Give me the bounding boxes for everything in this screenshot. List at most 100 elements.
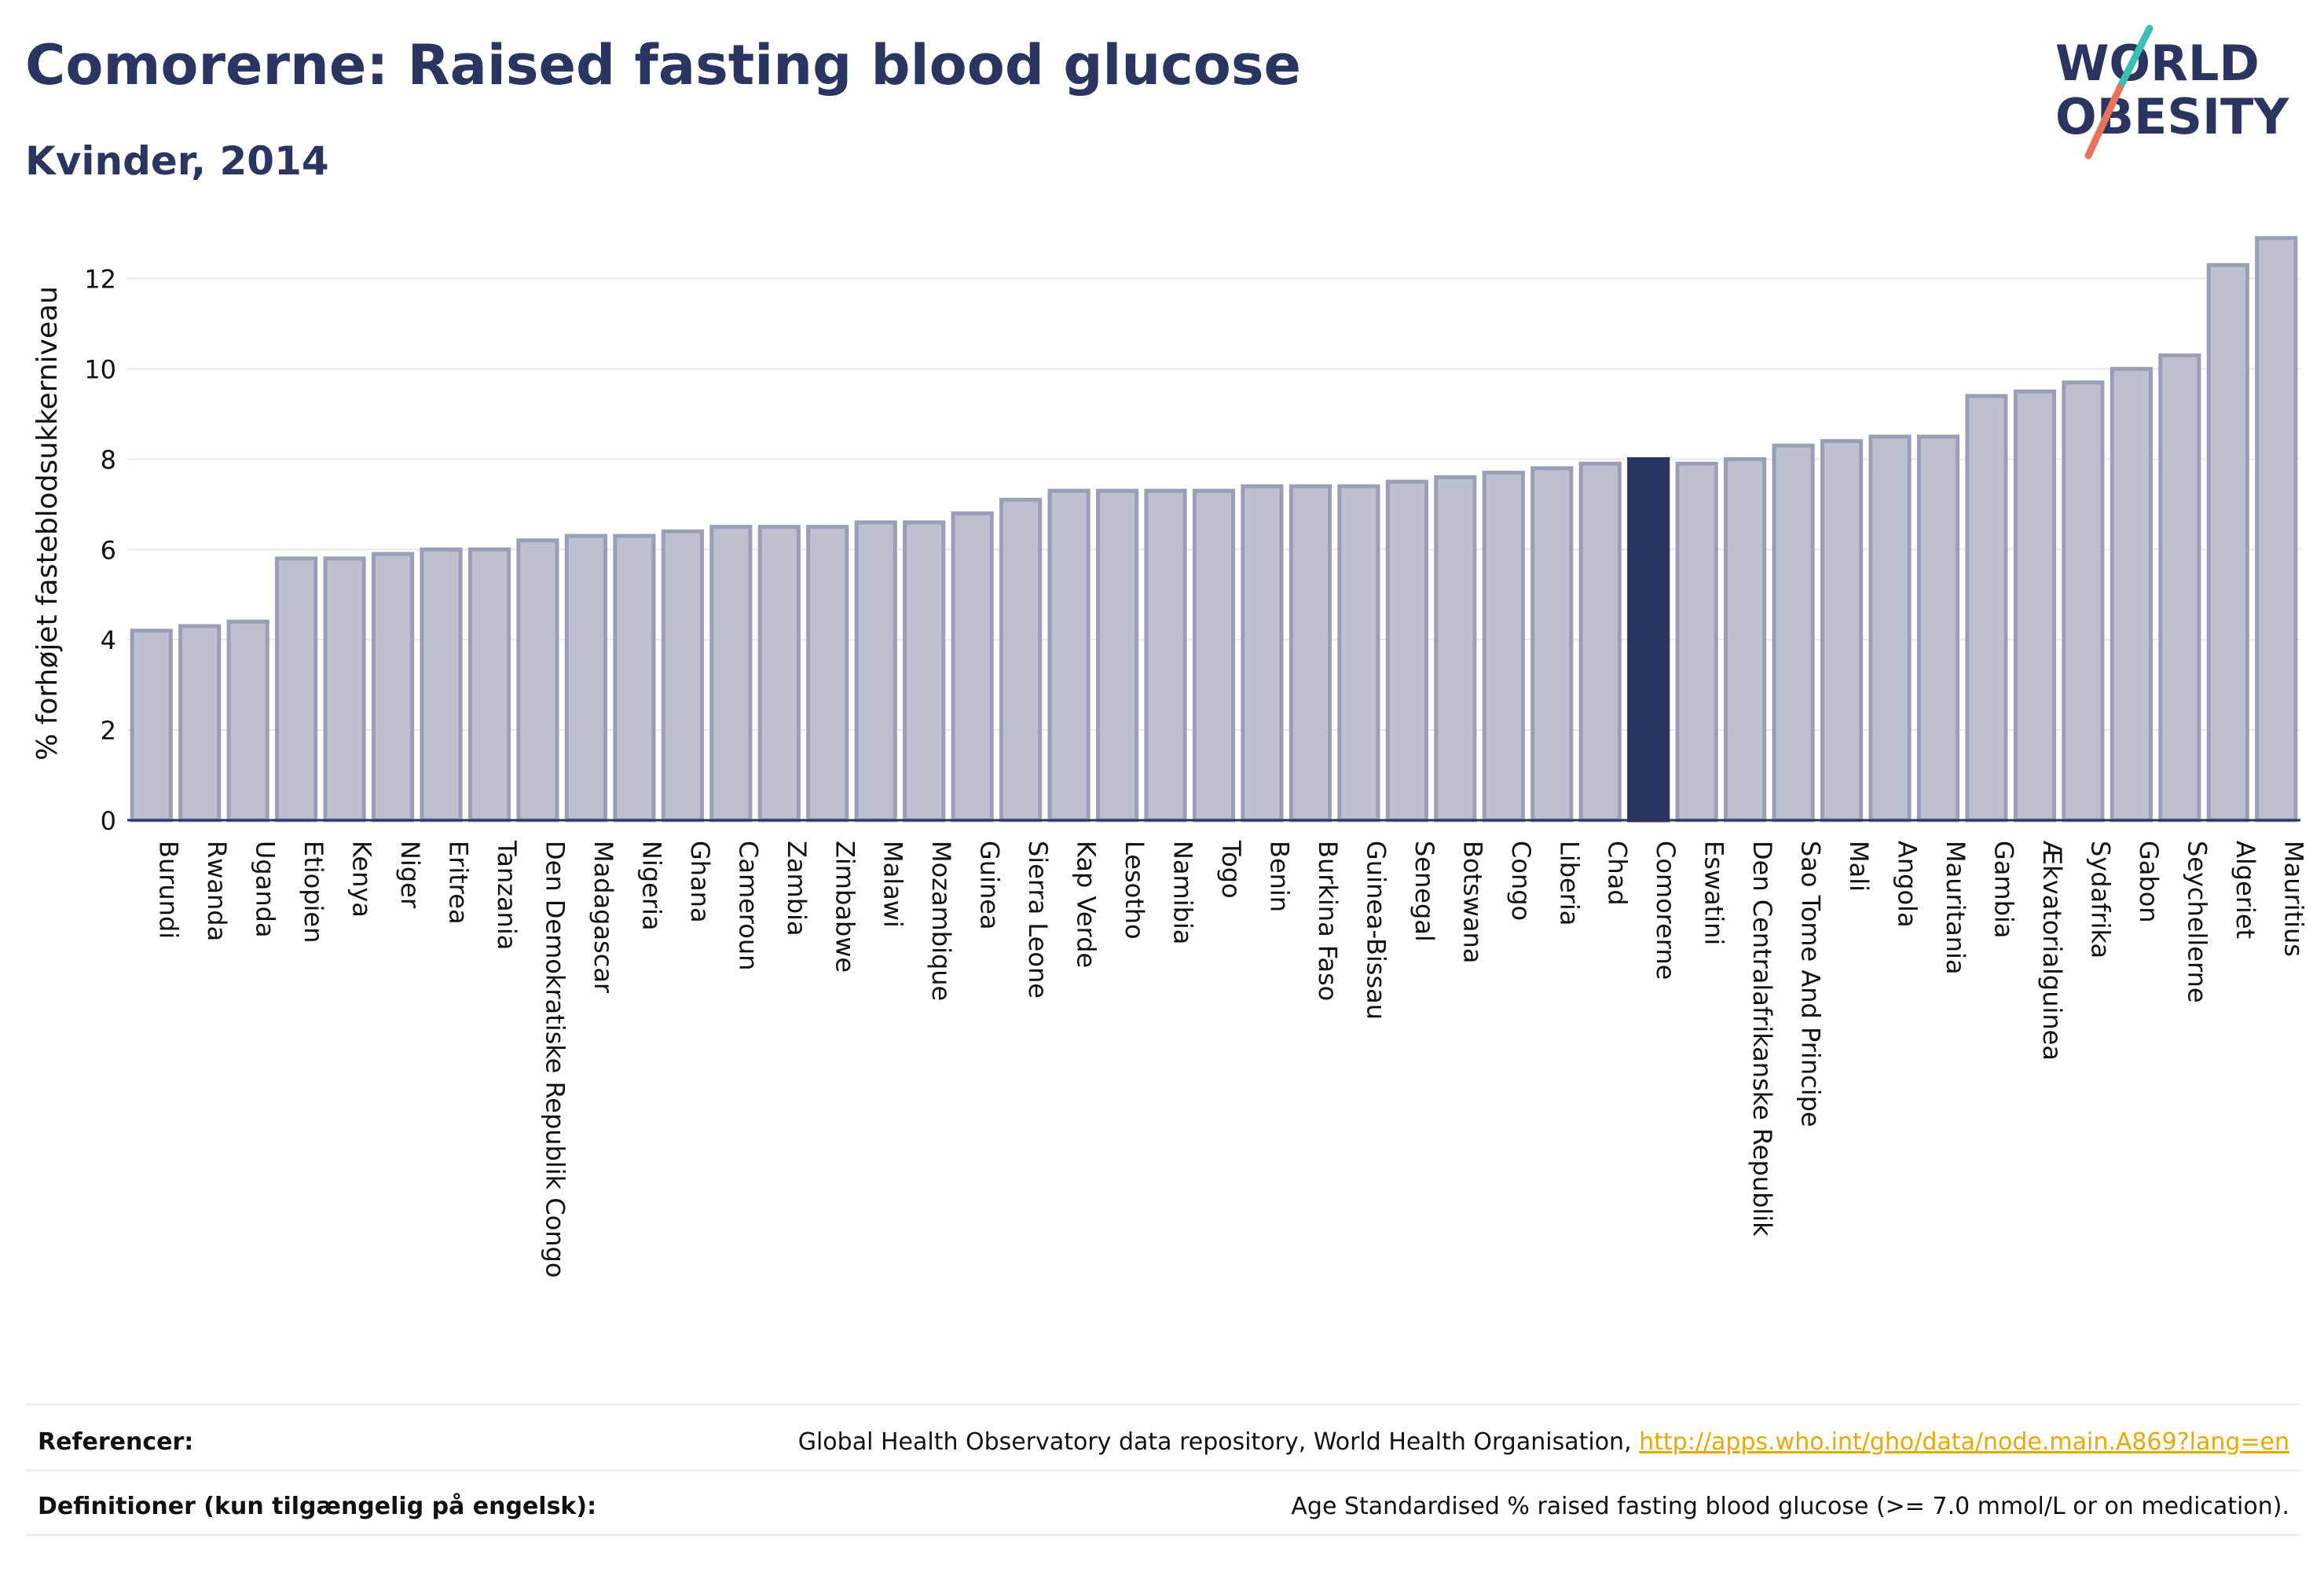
bar xyxy=(757,525,801,823)
x-tick-label: Madagascar xyxy=(588,841,618,994)
x-tick-label: Gabon xyxy=(2134,841,2164,923)
x-tick-label: Togo xyxy=(1216,840,1246,899)
bar xyxy=(1530,466,1574,823)
x-tick-label: Eswatini xyxy=(1699,841,1729,945)
bar-highlight xyxy=(1627,456,1670,823)
logo-line1: WORLD xyxy=(2055,35,2260,92)
bar xyxy=(1820,438,1864,823)
bar xyxy=(420,547,463,823)
bar xyxy=(130,629,173,823)
bar xyxy=(854,520,897,823)
y-axis-label: % forhøjet fasteblodsukkerniveau xyxy=(31,286,64,761)
x-tick-label: Comorerne xyxy=(1651,841,1681,980)
bar xyxy=(1144,489,1187,823)
bar xyxy=(2062,380,2105,823)
bar xyxy=(226,619,269,823)
x-tick-label: Guinea-Bissau xyxy=(1361,841,1391,1020)
logo-slash-coral xyxy=(2084,84,2124,159)
references-link[interactable]: http://apps.who.int/gho/data/node.main.A… xyxy=(1639,1428,2289,1456)
logo-slash-teal xyxy=(2116,24,2154,92)
y-tick-label: 10 xyxy=(84,355,116,385)
bar xyxy=(1192,489,1236,823)
x-tick-label: Burundi xyxy=(154,841,184,939)
references-text: Global Health Observatory data repositor… xyxy=(797,1428,1640,1456)
world-obesity-logo: WORLD OBESITY xyxy=(2055,24,2289,159)
chart-subtitle: Kvinder, 2014 xyxy=(25,138,329,184)
bar xyxy=(903,520,946,823)
x-tick-label: Rwanda xyxy=(202,841,232,941)
y-tick-label: 6 xyxy=(101,535,116,565)
footer-divider-middle xyxy=(25,1469,2300,1472)
x-tick-label: Congo xyxy=(1506,841,1536,921)
x-tick-label: Den Demokratiske Republik Congo xyxy=(540,841,570,1277)
y-tick-label: 12 xyxy=(84,265,116,295)
x-tick-label: Zambia xyxy=(782,841,812,936)
x-tick-label: Algeriet xyxy=(2231,841,2260,939)
x-tick-label: Kenya xyxy=(347,841,377,918)
y-tick-label: 4 xyxy=(101,625,116,655)
bar xyxy=(1868,434,1912,823)
x-tick-label: Ækvatorialguinea xyxy=(2037,841,2067,1061)
definitions-value: Age Standardised % raised fasting blood … xyxy=(1291,1493,2289,1520)
references-value: Global Health Observatory data repositor… xyxy=(798,1428,2289,1456)
bar xyxy=(1675,461,1718,823)
chart-title: Comorerne: Raised fasting blood glucose xyxy=(25,33,1301,97)
x-tick-label: Etiopien xyxy=(299,841,328,943)
x-tick-label: Kap Verde xyxy=(1072,841,1102,968)
x-tick-label: Malawi xyxy=(878,841,908,928)
x-tick-label: Mauritania xyxy=(1941,841,1970,974)
bar xyxy=(1724,456,1767,823)
x-tick-label: Gambia xyxy=(1989,841,2018,938)
footer-divider-bottom xyxy=(25,1534,2300,1536)
x-tick-label: Sydafrika xyxy=(2085,841,2115,958)
x-tick-label: Niger xyxy=(395,841,425,909)
bar xyxy=(1482,471,1525,823)
bar xyxy=(178,624,222,823)
bar xyxy=(323,556,366,823)
bar xyxy=(1288,484,1332,823)
bar xyxy=(1916,434,1960,823)
x-tick-label: Mali xyxy=(1844,841,1874,892)
bar xyxy=(2110,367,2153,823)
bar xyxy=(2158,353,2201,823)
x-tick-label: Burkina Faso xyxy=(1313,841,1343,1001)
x-tick-label: Liberia xyxy=(1554,841,1584,925)
x-tick-label: Seychellerne xyxy=(2182,841,2212,1003)
bar xyxy=(613,533,656,823)
x-tick-labels: Burundi Rwanda Uganda Etiopien Kenya Niger Eri… xyxy=(154,840,2309,1277)
bar xyxy=(661,529,704,823)
bar xyxy=(2255,236,2298,823)
footer-divider-top xyxy=(25,1403,2300,1406)
x-tick-label: Benin xyxy=(1264,841,1294,912)
bar-chart: 0 2 4 6 8 10 12 Burundi Rwanda Uganda Etiopien Ken… xyxy=(31,236,2309,1277)
definitions-label: Definitioner (kun tilgængelig på engelsk… xyxy=(38,1493,597,1520)
bar xyxy=(1337,484,1380,823)
bar xyxy=(275,556,318,823)
bar xyxy=(1772,443,1815,823)
y-tick-label: 8 xyxy=(101,445,116,475)
bar xyxy=(806,525,849,823)
bar xyxy=(564,533,608,823)
y-tick-label: 0 xyxy=(101,806,116,836)
x-tick-label: Guinea xyxy=(975,841,1005,930)
x-tick-label: Eritrea xyxy=(444,841,474,925)
y-tick-labels: 0 2 4 6 8 10 12 xyxy=(84,265,116,836)
x-tick-label: Botswana xyxy=(1457,841,1487,963)
x-tick-label: Den Centralafrikanske Republik xyxy=(1747,841,1777,1237)
y-tick-label: 2 xyxy=(101,716,116,746)
x-tick-label: Cameroun xyxy=(733,841,763,970)
bar xyxy=(1434,475,1477,823)
bar xyxy=(1385,479,1428,823)
x-tick-label: Nigeria xyxy=(636,841,666,930)
x-tick-label: Angola xyxy=(1893,841,1923,928)
x-tick-label: Lesotho xyxy=(1120,841,1149,940)
bar xyxy=(1578,461,1622,823)
x-tick-label: Chad xyxy=(1603,841,1633,906)
bar xyxy=(1241,484,1284,823)
x-tick-label: Mozambique xyxy=(926,841,956,1001)
references-label: Referencer: xyxy=(38,1428,194,1456)
bar xyxy=(467,547,511,823)
x-tick-label: Ghana xyxy=(685,841,715,923)
bar xyxy=(1965,394,2008,823)
x-tick-label: Uganda xyxy=(251,841,280,938)
